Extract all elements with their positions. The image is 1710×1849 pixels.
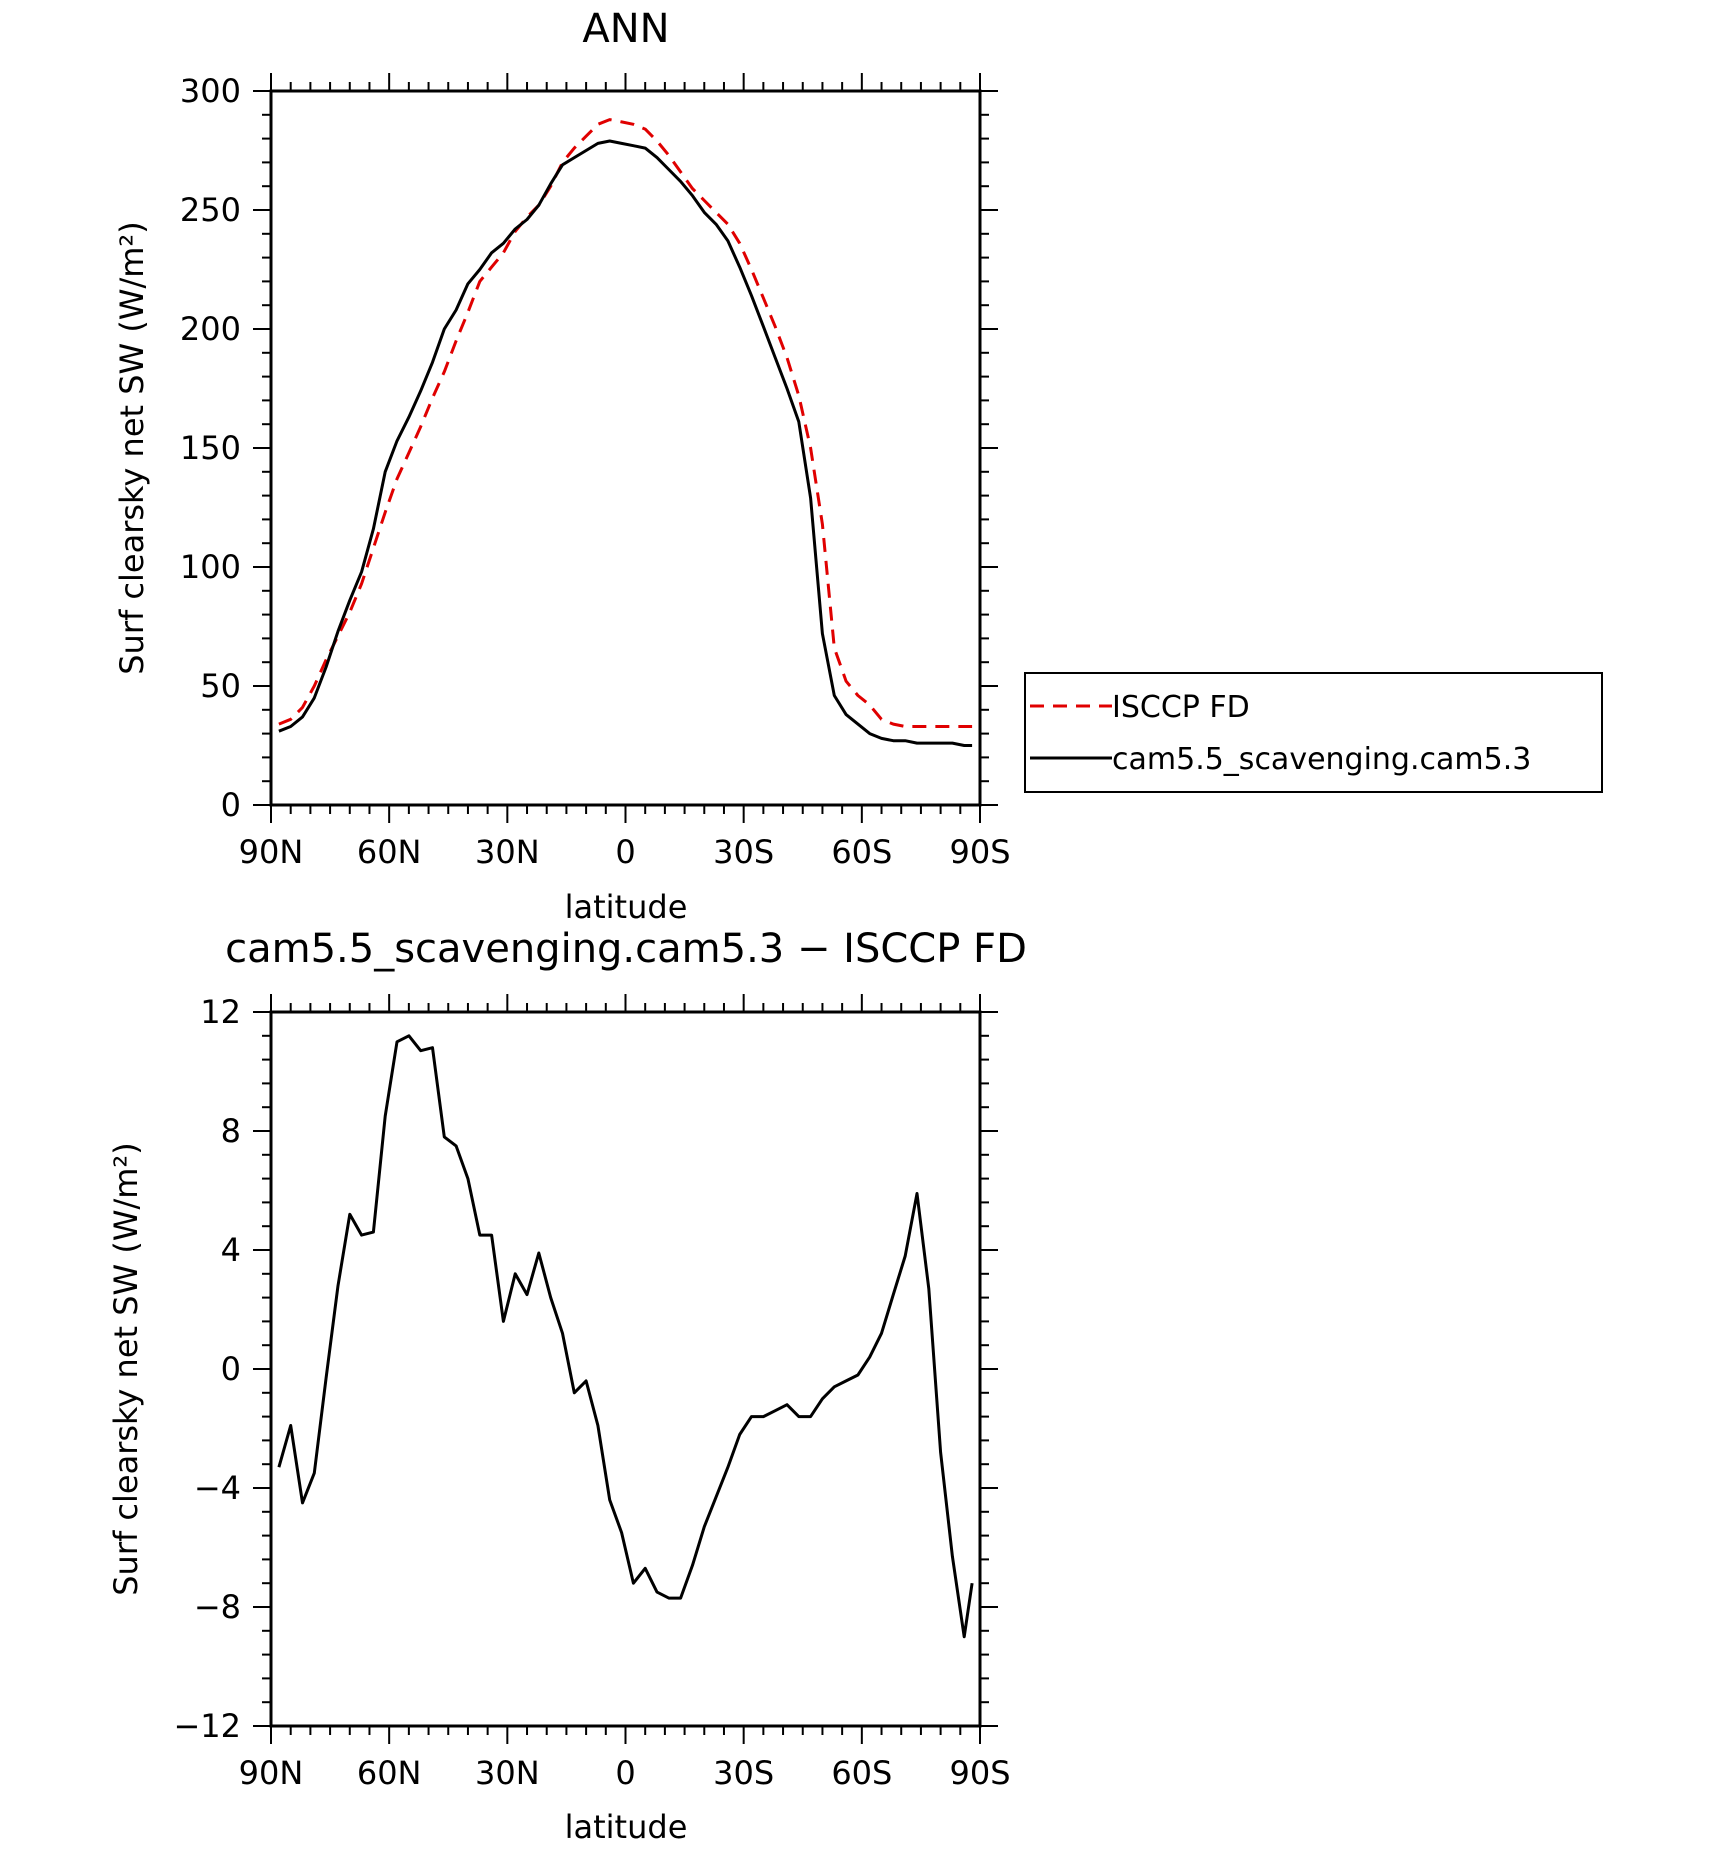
top-y-tick-labels: 0 50 100 150 200 250 300 (180, 72, 241, 824)
bottom-y-axis-label: Surf clearsky net SW (W/m²) (107, 1142, 145, 1596)
top-x-tick-label: 30N (475, 833, 540, 871)
bottom-y-tick-label: 8 (221, 1112, 241, 1150)
top-y-tick-label: 150 (180, 429, 241, 467)
top-x-axis-label: latitude (565, 888, 688, 926)
bottom-y-tick-label: 12 (200, 993, 241, 1031)
bottom-x-tick-labels: 90N 60N 30N 0 30S 60S 90S (239, 1754, 1011, 1792)
top-y-tick-label: 250 (180, 191, 241, 229)
legend: ISCCP FD cam5.5_scavenging.cam5.3 (1024, 672, 1603, 793)
bottom-y-tick-label: 0 (221, 1350, 241, 1388)
legend-label-isccp: ISCCP FD (1112, 690, 1250, 725)
bottom-series-line-1 (277, 1034, 974, 1639)
legend-box (1024, 672, 1603, 793)
bottom-y-tick-label: −12 (173, 1707, 241, 1745)
bottom-plot-frame (269, 1010, 982, 1728)
top-x-tick-label: 90N (239, 833, 304, 871)
top-y-axis-label: Surf clearsky net SW (W/m²) (113, 221, 151, 675)
bottom-y-tick-label: 4 (221, 1231, 241, 1269)
bottom-x-tick-label: 0 (615, 1754, 635, 1792)
bottom-x-tick-label: 30N (475, 1754, 540, 1792)
bottom-panel: cam5.5_scavenging.cam5.3 − ISCCP FD −12−… (107, 926, 1027, 1846)
top-chart-title: ANN (582, 6, 669, 52)
bottom-x-tick-label: 90S (949, 1754, 1010, 1792)
bottom-x-tick-label: 60N (357, 1754, 422, 1792)
bottom-x-axis-label: latitude (565, 1808, 688, 1844)
top-x-tick-label: 90S (949, 833, 1010, 871)
bottom-y-tick-label: −4 (194, 1469, 241, 1507)
legend-label-cam: cam5.5_scavenging.cam5.3 (1112, 742, 1531, 777)
bottom-y-tick-labels: −12 −8 −4 0 4 8 12 (173, 993, 241, 1745)
top-series-line-1 (278, 118, 973, 728)
bottom-x-tick-label: 30S (713, 1754, 774, 1792)
top-y-tick-label: 200 (180, 310, 241, 348)
bottom-ticks (253, 994, 998, 1744)
top-x-tick-label: 0 (615, 833, 635, 871)
top-series-line-2 (278, 139, 973, 747)
top-y-tick-label: 50 (200, 667, 241, 705)
top-y-tick-label: 0 (221, 786, 241, 824)
top-y-tick-label: 100 (180, 548, 241, 586)
bottom-y-tick-label: −8 (194, 1588, 241, 1626)
top-ticks (253, 73, 998, 823)
top-x-tick-label: 60N (357, 833, 422, 871)
top-x-tick-label: 60S (831, 833, 892, 871)
bottom-x-tick-label: 90N (239, 1754, 304, 1792)
bottom-chart-title: cam5.5_scavenging.cam5.3 − ISCCP FD (225, 926, 1027, 972)
top-plot-frame (269, 89, 982, 807)
top-x-tick-labels: 90N 60N 30N 0 30S 60S 90S (239, 833, 1011, 871)
bottom-x-tick-label: 60S (831, 1754, 892, 1792)
bottom-series-lines (277, 1034, 974, 1639)
top-x-tick-label: 30S (713, 833, 774, 871)
top-y-tick-label: 300 (180, 72, 241, 110)
top-series-lines (278, 118, 973, 747)
